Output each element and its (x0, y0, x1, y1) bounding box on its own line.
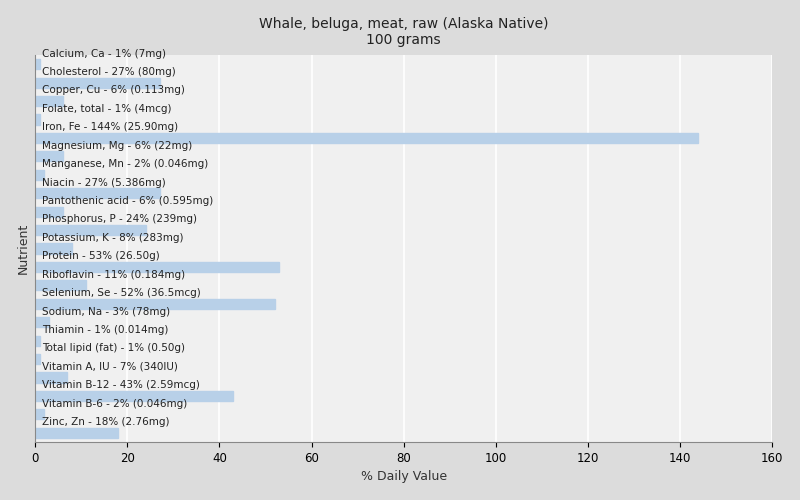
Text: Manganese, Mn - 2% (0.046mg): Manganese, Mn - 2% (0.046mg) (42, 159, 208, 169)
Bar (35, 336, 40, 345)
Text: Selenium, Se - 52% (36.5mcg): Selenium, Se - 52% (36.5mcg) (42, 288, 201, 298)
Bar (35, 354, 40, 364)
Title: Whale, beluga, meat, raw (Alaska Native)
100 grams: Whale, beluga, meat, raw (Alaska Native)… (259, 16, 549, 47)
Text: Folate, total - 1% (4mcg): Folate, total - 1% (4mcg) (42, 104, 172, 114)
Bar (35, 372, 67, 382)
Text: Riboflavin - 11% (0.184mg): Riboflavin - 11% (0.184mg) (42, 270, 186, 280)
Text: Total lipid (fat) - 1% (0.50g): Total lipid (fat) - 1% (0.50g) (42, 344, 185, 353)
Bar (35, 170, 45, 180)
X-axis label: % Daily Value: % Daily Value (361, 470, 446, 484)
Text: Protein - 53% (26.50g): Protein - 53% (26.50g) (42, 252, 160, 262)
Bar (35, 206, 63, 216)
Bar (35, 280, 86, 290)
Text: Iron, Fe - 144% (25.90mg): Iron, Fe - 144% (25.90mg) (42, 122, 178, 132)
Bar (35, 78, 159, 88)
Bar (35, 225, 146, 235)
Y-axis label: Nutrient: Nutrient (17, 223, 30, 274)
Text: Vitamin A, IU - 7% (340IU): Vitamin A, IU - 7% (340IU) (42, 362, 178, 372)
Bar (35, 262, 279, 272)
Text: Pantothenic acid - 6% (0.595mg): Pantothenic acid - 6% (0.595mg) (42, 196, 214, 206)
Bar (35, 59, 40, 70)
Text: Niacin - 27% (5.386mg): Niacin - 27% (5.386mg) (42, 178, 166, 188)
Text: Vitamin B-12 - 43% (2.59mcg): Vitamin B-12 - 43% (2.59mcg) (42, 380, 200, 390)
Text: Calcium, Ca - 1% (7mg): Calcium, Ca - 1% (7mg) (42, 48, 166, 58)
Bar (35, 298, 274, 309)
Text: Vitamin B-6 - 2% (0.046mg): Vitamin B-6 - 2% (0.046mg) (42, 399, 187, 409)
Text: Sodium, Na - 3% (78mg): Sodium, Na - 3% (78mg) (42, 306, 170, 316)
Text: Zinc, Zn - 18% (2.76mg): Zinc, Zn - 18% (2.76mg) (42, 417, 170, 427)
Bar (35, 133, 698, 143)
Bar (35, 317, 49, 328)
Bar (35, 428, 118, 438)
Bar (35, 391, 234, 401)
Text: Phosphorus, P - 24% (239mg): Phosphorus, P - 24% (239mg) (42, 214, 197, 224)
Bar (35, 410, 45, 420)
Text: Thiamin - 1% (0.014mg): Thiamin - 1% (0.014mg) (42, 325, 169, 335)
Bar (35, 152, 63, 162)
Bar (35, 244, 72, 254)
Text: Potassium, K - 8% (283mg): Potassium, K - 8% (283mg) (42, 233, 184, 243)
Text: Magnesium, Mg - 6% (22mg): Magnesium, Mg - 6% (22mg) (42, 140, 192, 150)
Text: Copper, Cu - 6% (0.113mg): Copper, Cu - 6% (0.113mg) (42, 86, 185, 96)
Text: Cholesterol - 27% (80mg): Cholesterol - 27% (80mg) (42, 67, 176, 77)
Bar (35, 188, 159, 198)
Bar (35, 114, 40, 124)
Bar (35, 96, 63, 106)
